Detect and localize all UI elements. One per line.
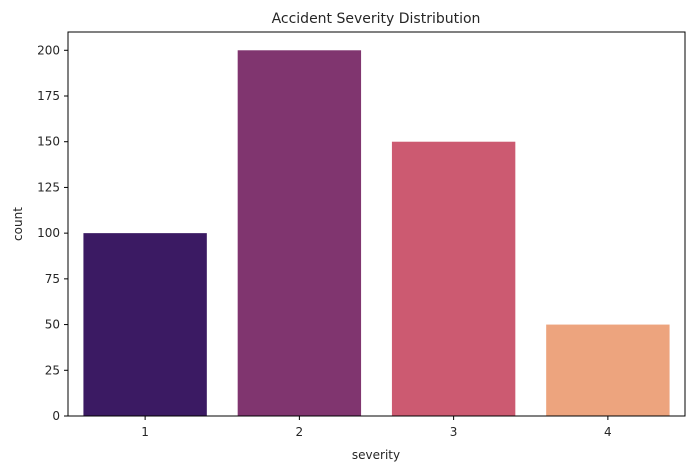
y-tick-label: 200 [37,43,60,57]
y-tick-label: 25 [45,363,60,377]
y-tick-label: 100 [37,226,60,240]
x-tick-label: 3 [450,425,458,439]
y-tick-label: 50 [45,318,60,332]
x-axis: 1 2 3 4 [141,416,612,439]
bar-severity-2 [237,50,362,417]
bar-severity-4 [546,324,670,416]
y-tick-label: 175 [37,89,60,103]
bars-group [83,50,670,417]
y-tick-label: 125 [37,180,60,194]
x-tick-label: 4 [604,425,612,439]
chart-title: Accident Severity Distribution [272,11,481,27]
y-tick-label: 150 [37,135,60,149]
x-axis-label: severity [352,448,400,462]
y-tick-label: 75 [45,272,60,286]
bar-severity-3 [391,141,516,416]
plot-frame [67,31,686,417]
x-tick-label: 2 [296,425,304,439]
bar-severity-1 [83,233,207,416]
x-tick-label: 1 [141,425,149,439]
y-tick-label: 0 [52,409,60,423]
y-axis-label: count [11,207,25,241]
y-axis: 0 25 50 75 100 125 150 175 200 [37,43,68,423]
